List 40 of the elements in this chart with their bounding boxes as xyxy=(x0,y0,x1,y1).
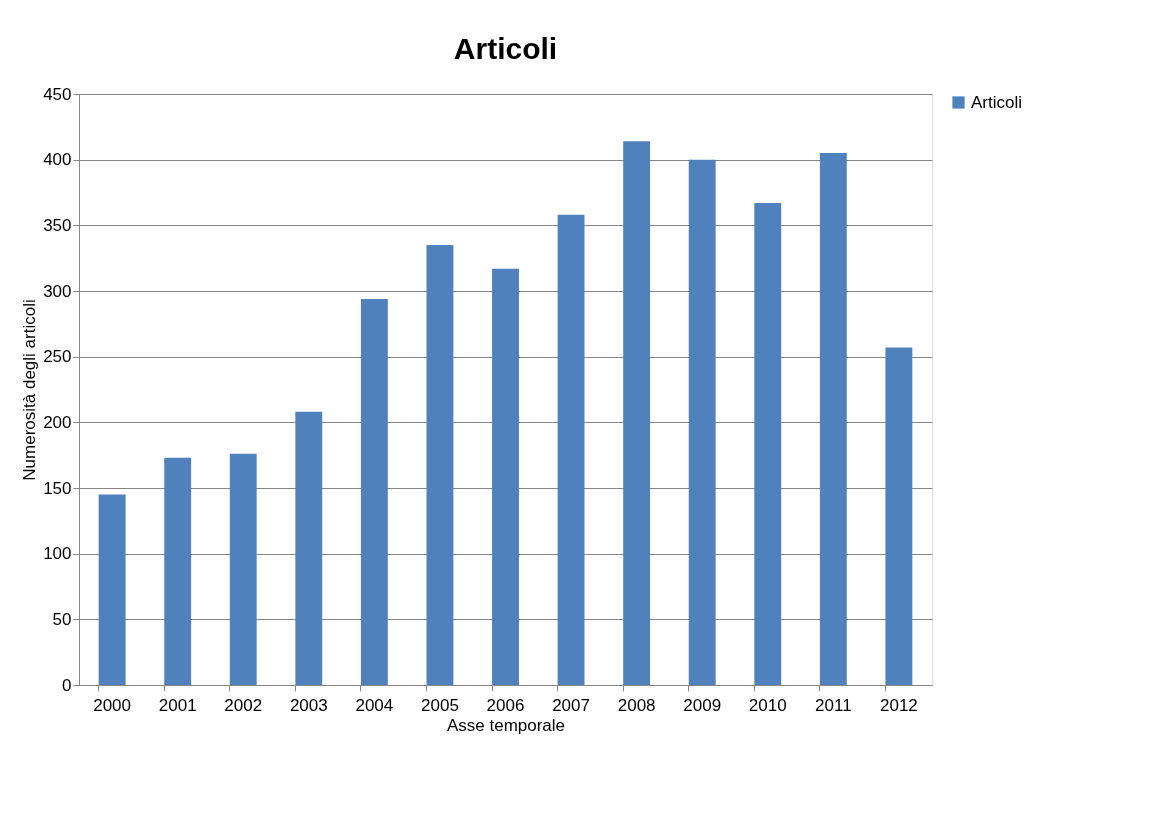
y-tick-label: 0 xyxy=(62,675,72,695)
x-tick-label: 2011 xyxy=(815,695,852,715)
y-tick-label: 350 xyxy=(43,215,72,235)
x-tick-label: 2009 xyxy=(683,695,722,715)
y-tick-label: 200 xyxy=(43,412,72,432)
legend-label: Articoli xyxy=(971,92,1023,112)
x-tick-label: 2007 xyxy=(552,695,590,715)
x-tick-label: 2001 xyxy=(158,695,197,715)
bar xyxy=(492,268,519,685)
x-tick-label: 2004 xyxy=(355,695,394,715)
bar xyxy=(754,203,782,685)
y-tick-label: 300 xyxy=(43,281,72,301)
y-tick-label: 100 xyxy=(43,544,72,564)
bar xyxy=(295,411,323,685)
x-tick-label: 2003 xyxy=(289,695,328,715)
bar xyxy=(688,159,716,685)
x-tick-label: 2008 xyxy=(617,695,656,715)
x-tick-label: 2002 xyxy=(224,695,263,715)
bar xyxy=(557,214,585,685)
x-axis-title: Asse temporale xyxy=(446,715,566,735)
bar xyxy=(885,347,913,685)
y-tick-label: 150 xyxy=(43,478,72,498)
bar xyxy=(623,141,651,685)
y-axis-title: Numerosità degli articoli xyxy=(20,299,40,481)
bar xyxy=(164,457,192,685)
x-tick-label: 2010 xyxy=(748,695,787,715)
x-tick-label: 2005 xyxy=(421,695,459,715)
x-tick-label: 2012 xyxy=(879,695,918,715)
bar xyxy=(360,298,388,685)
y-tick-label: 250 xyxy=(43,347,72,367)
x-tick-label: 2000 xyxy=(93,695,132,715)
y-tick-label: 400 xyxy=(43,150,72,170)
y-tick-label: 450 xyxy=(43,84,72,104)
bar xyxy=(819,153,847,685)
y-tick-label: 50 xyxy=(52,609,72,629)
bar xyxy=(229,453,257,685)
chart-title: Articoli xyxy=(453,32,558,65)
x-tick-label: 2006 xyxy=(486,695,525,715)
bar xyxy=(98,494,126,685)
bar xyxy=(426,245,454,685)
